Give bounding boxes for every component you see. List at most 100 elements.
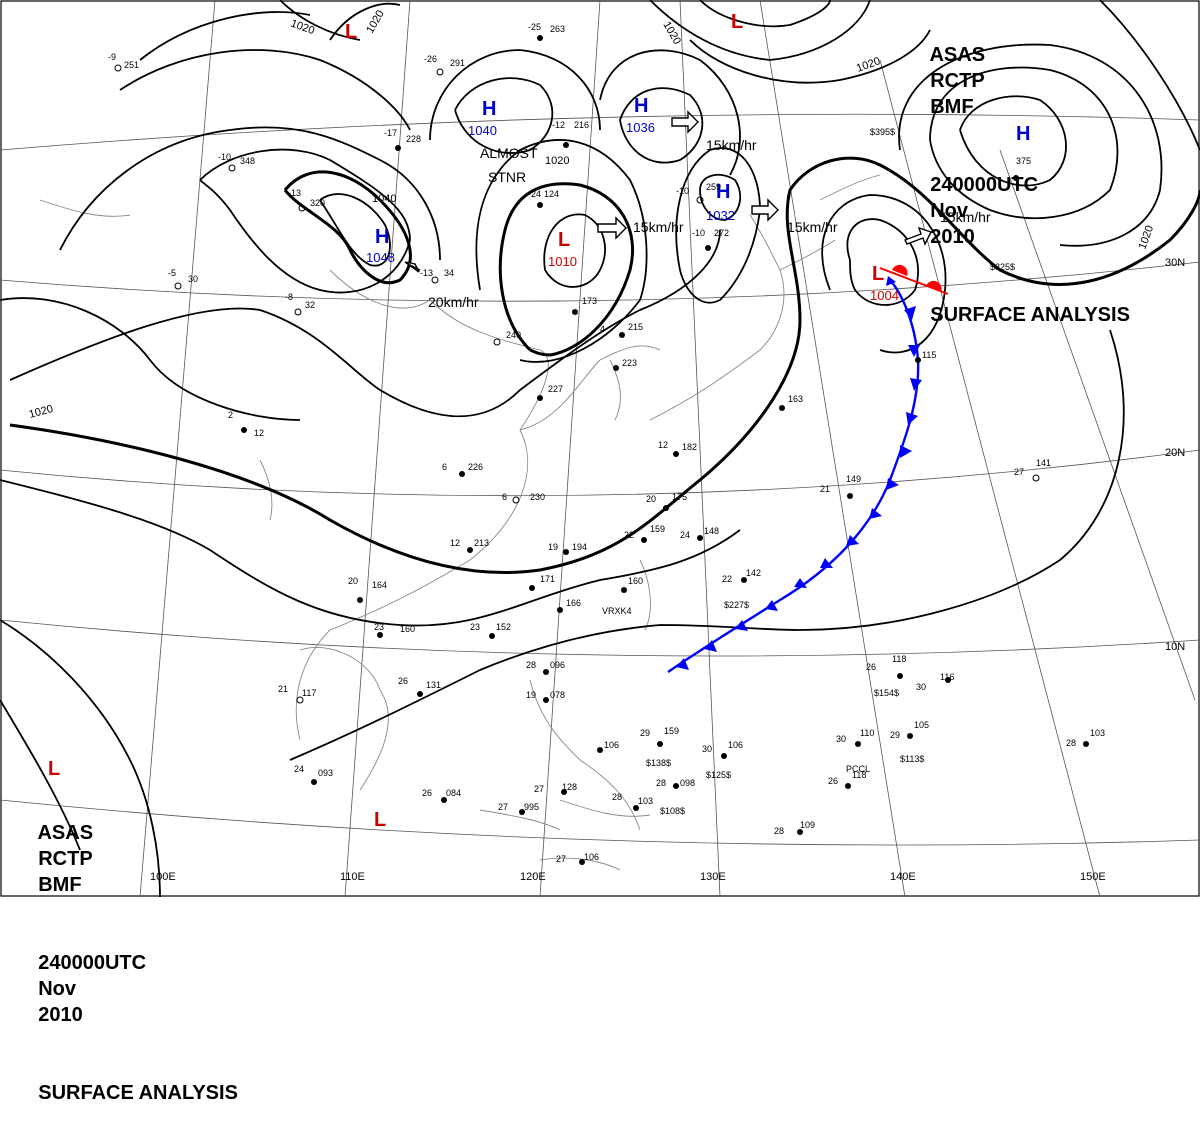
svg-text:118: 118 [892, 654, 906, 664]
svg-text:263: 263 [550, 24, 565, 34]
svg-text:12: 12 [254, 428, 264, 438]
svg-text:-5: -5 [168, 268, 176, 278]
svg-text:096: 096 [550, 660, 565, 670]
svg-text:30: 30 [702, 744, 712, 754]
station-plot: 21 117 [278, 684, 316, 704]
svg-text:30: 30 [188, 274, 198, 284]
high-center-marker: H [634, 95, 648, 117]
svg-text:230: 230 [530, 492, 545, 502]
station-plot: 27 106 [556, 852, 599, 865]
svg-text:141: 141 [1036, 458, 1051, 468]
svg-text:6: 6 [442, 462, 447, 472]
tendency-code: $325$ [990, 262, 1015, 272]
header-year: 2010 [38, 1004, 83, 1026]
svg-text:106: 106 [604, 740, 619, 750]
svg-text:-9: -9 [108, 52, 116, 62]
station-plot: -13 320 [288, 188, 325, 212]
station-id: VRXK4 [602, 606, 632, 616]
station-plot: 30 106 [702, 740, 743, 759]
svg-text:4: 4 [600, 324, 605, 334]
svg-text:-17: -17 [384, 128, 397, 138]
tendency-code: $395$ [870, 127, 895, 137]
svg-text:106: 106 [584, 852, 599, 862]
svg-text:320: 320 [310, 198, 325, 208]
station-plot: -24 124 [528, 189, 559, 208]
svg-text:28: 28 [612, 792, 622, 802]
svg-text:26: 26 [398, 676, 408, 686]
station-plot: 19 078 [526, 690, 565, 703]
station-plot: 22 159 [624, 524, 665, 543]
station-plot: 115 [915, 350, 936, 363]
tendency-code: $108$ [660, 806, 685, 816]
svg-text:27: 27 [534, 784, 544, 794]
svg-text:240: 240 [506, 330, 521, 340]
low-center-marker: L [872, 263, 884, 285]
svg-text:098: 098 [680, 778, 695, 788]
svg-text:291: 291 [450, 58, 465, 68]
svg-text:-8: -8 [285, 292, 293, 302]
motion-speed-label: 20km/hr [428, 294, 479, 310]
header-office: BMF [930, 96, 974, 118]
svg-text:215: 215 [628, 322, 643, 332]
tendency-code: $138$ [646, 758, 671, 768]
svg-text:160: 160 [628, 576, 643, 586]
svg-text:115: 115 [922, 350, 936, 360]
svg-text:259: 259 [706, 182, 721, 192]
svg-text:26: 26 [828, 776, 838, 786]
station-plot: 23 152 [470, 622, 511, 639]
station-plot: -12 216 [552, 120, 589, 148]
station-plot: 27 128 [534, 782, 577, 795]
svg-text:34: 34 [444, 268, 454, 278]
chart-header-bottom: ASAS RCTP BMF 240000UTC Nov 2010 SURFACE… [16, 794, 306, 1132]
station-plot: 30 116 [916, 672, 954, 692]
lat-label-30n: 30N [1165, 257, 1185, 269]
station-plot: 26 131 [398, 676, 441, 697]
station-plot: 19 194 [548, 542, 587, 555]
station-plot: 106 [597, 740, 619, 753]
svg-text:19: 19 [526, 690, 536, 700]
svg-text:109: 109 [800, 820, 815, 830]
front [667, 264, 949, 673]
station-plot: -25 263 [528, 22, 565, 41]
surface-analysis-map: 30N 20N 10N 100E 110E 120E 130E 140E 150… [0, 0, 1200, 897]
svg-text:12: 12 [658, 440, 668, 450]
header-datetime: 240000UTC [930, 174, 1039, 196]
header-datetime: 240000UTC [38, 952, 147, 974]
svg-text:30: 30 [836, 734, 846, 744]
lat-label-20n: 20N [1165, 447, 1185, 459]
svg-text:19: 19 [548, 542, 558, 552]
svg-text:-10: -10 [692, 228, 705, 238]
lon-label-120e: 120E [520, 871, 546, 883]
isobars [0, 0, 1200, 897]
low-pressure-value: 1004 [870, 288, 899, 303]
station-plot: 20 175 [646, 492, 687, 511]
station-plot: 27 141 [1014, 458, 1051, 482]
station-plot: -5 30 [168, 268, 198, 290]
header-agency: ASAS [37, 822, 94, 844]
header-agency: ASAS [929, 44, 986, 66]
station-plot: 28 096 [526, 660, 565, 675]
svg-text:20: 20 [348, 576, 358, 586]
lon-label-140e: 140E [890, 871, 916, 883]
chart-header-top: ASAS RCTP BMF 240000UTC Nov 2010 SURFACE… [908, 16, 1188, 354]
svg-text:22: 22 [624, 530, 634, 540]
station-plot: -10 259 [676, 182, 721, 204]
station-plot: 24 093 [294, 764, 333, 785]
svg-text:348: 348 [240, 156, 255, 166]
station-plot: 30 110 [836, 728, 874, 747]
svg-text:160: 160 [400, 624, 415, 634]
svg-text:-13: -13 [288, 188, 301, 198]
station-plot: 12 182 [658, 440, 697, 457]
svg-text:29: 29 [890, 730, 900, 740]
station-plot: -17 228 [384, 128, 421, 151]
station-plot: -8 32 [285, 292, 315, 316]
isobar-label: 1020 [545, 155, 569, 167]
station-plot: 375 [1013, 156, 1031, 181]
svg-text:164: 164 [372, 580, 387, 590]
svg-text:-13: -13 [420, 268, 433, 278]
lon-label-150e: 150E [1080, 871, 1106, 883]
station-plot: 26 118 [866, 654, 906, 679]
svg-text:182: 182 [682, 442, 697, 452]
svg-text:166: 166 [566, 598, 581, 608]
motion-speed-label: 15km/hr [633, 219, 684, 235]
